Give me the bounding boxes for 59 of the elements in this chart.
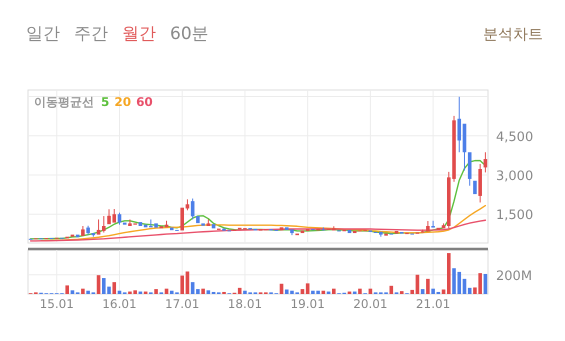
bar	[280, 284, 284, 294]
candlestick	[280, 227, 284, 230]
bar	[473, 287, 477, 294]
y-tick-label: 3,000	[496, 169, 534, 184]
bar	[306, 283, 310, 294]
candlestick	[473, 180, 477, 194]
x-tick-label: 16.01	[102, 297, 137, 311]
text: 월간	[122, 24, 156, 44]
candlestick	[170, 228, 174, 230]
x-tick-label: 21.01	[416, 297, 450, 311]
text: 분석차트	[483, 25, 543, 43]
bar	[311, 290, 315, 294]
candlestick	[212, 224, 216, 228]
bar	[65, 285, 70, 294]
bar	[316, 290, 320, 294]
text: 60	[136, 95, 153, 109]
bar	[332, 288, 336, 294]
candlestick	[138, 222, 142, 226]
bar	[112, 282, 116, 294]
x-tick-label: 15.01	[40, 297, 74, 311]
bar	[358, 288, 362, 294]
bar	[201, 288, 205, 294]
bar	[484, 274, 488, 294]
text: 60분	[170, 24, 209, 44]
x-tick-label: 20.01	[353, 297, 388, 311]
bar	[70, 290, 74, 294]
bar	[133, 290, 137, 294]
bar	[389, 286, 394, 294]
bar	[164, 288, 168, 294]
line-series	[30, 220, 486, 242]
candlestick	[300, 230, 304, 234]
bar	[478, 273, 482, 294]
x-tick-label: 19.01	[290, 297, 325, 311]
text: 5	[101, 95, 110, 109]
candlestick	[348, 230, 352, 234]
candlestick	[154, 223, 158, 228]
x-tick-label: 18.01	[228, 297, 262, 311]
legend-title: 이동평균선	[34, 95, 94, 109]
bar	[154, 289, 158, 294]
line-series	[30, 160, 486, 240]
bar	[243, 290, 247, 294]
bar	[322, 290, 326, 294]
bar	[400, 291, 404, 294]
bar	[426, 278, 430, 294]
text: 일간	[26, 24, 60, 44]
text: 주간	[74, 24, 108, 44]
bar	[206, 290, 210, 294]
y-tick-label: 4,500	[496, 130, 534, 145]
candlestick	[76, 234, 80, 238]
bar	[420, 289, 424, 294]
bar	[96, 275, 100, 294]
bar	[368, 288, 372, 294]
candlestick	[394, 230, 398, 234]
x-tick-label: 17.01	[165, 297, 200, 311]
y-tick-label: 1,500	[496, 208, 534, 224]
ref-line-label: 200M	[496, 268, 532, 284]
bar	[81, 288, 85, 294]
text: 20	[114, 95, 132, 109]
bar	[300, 289, 304, 294]
